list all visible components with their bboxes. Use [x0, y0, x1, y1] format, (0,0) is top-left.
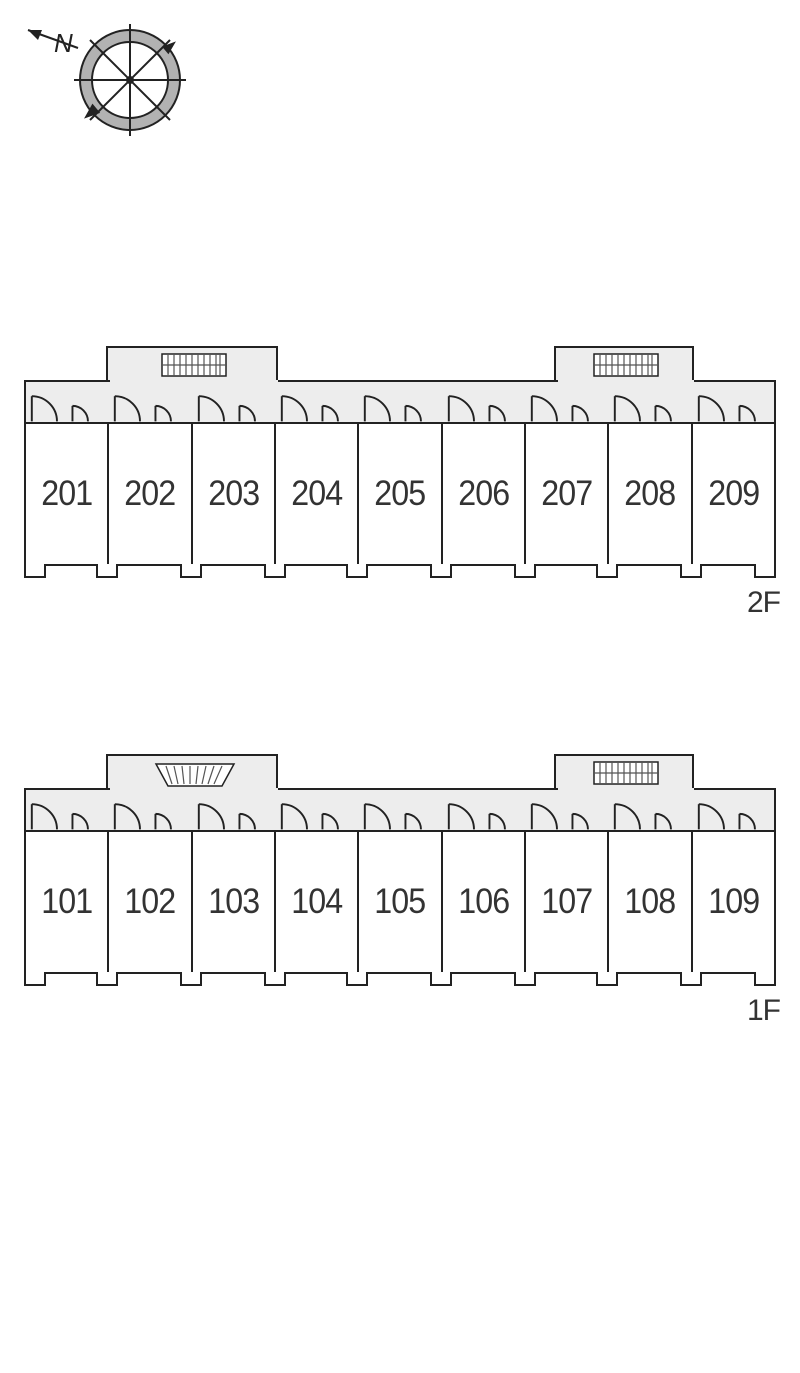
floor-1f: 101 102 103 104 105 106 107 108 — [24, 788, 776, 988]
unit-number: 107 — [541, 882, 592, 922]
unit-202: 202 — [107, 424, 190, 564]
unit-205: 205 — [357, 424, 440, 564]
floor-label-2f: 2F — [747, 586, 780, 620]
corridor-1f — [24, 788, 776, 830]
floor-label-1f: 1F — [747, 994, 780, 1028]
unit-number: 207 — [541, 474, 592, 514]
compass-icon: N — [20, 10, 190, 145]
unit-203: 203 — [191, 424, 274, 564]
unit-number: 203 — [208, 474, 259, 514]
unit-row-2f: 201 202 203 204 205 206 207 208 — [24, 422, 776, 566]
unit-102: 102 — [107, 832, 190, 972]
unit-number: 102 — [124, 882, 175, 922]
unit-number: 105 — [374, 882, 425, 922]
unit-206: 206 — [441, 424, 524, 564]
stair-bay-2f-right — [554, 346, 694, 380]
unit-number: 103 — [208, 882, 259, 922]
unit-number: 204 — [291, 474, 342, 514]
unit-number: 101 — [41, 882, 92, 922]
unit-207: 207 — [524, 424, 607, 564]
stair-bay-2f-left — [106, 346, 278, 380]
corridor-2f — [24, 380, 776, 422]
unit-number: 209 — [708, 474, 759, 514]
unit-number: 205 — [374, 474, 425, 514]
unit-number: 202 — [124, 474, 175, 514]
unit-109: 109 — [691, 832, 776, 972]
unit-108: 108 — [607, 832, 690, 972]
stair-bay-1f-left — [106, 754, 278, 788]
stair-bay-1f-right — [554, 754, 694, 788]
unit-104: 104 — [274, 832, 357, 972]
unit-209: 209 — [691, 424, 776, 564]
unit-number: 208 — [624, 474, 675, 514]
unit-number: 109 — [708, 882, 759, 922]
unit-101: 101 — [24, 832, 107, 972]
unit-number: 108 — [624, 882, 675, 922]
unit-105: 105 — [357, 832, 440, 972]
unit-103: 103 — [191, 832, 274, 972]
unit-number: 106 — [458, 882, 509, 922]
footings-1f — [24, 974, 776, 988]
unit-201: 201 — [24, 424, 107, 564]
unit-number: 104 — [291, 882, 342, 922]
unit-204: 204 — [274, 424, 357, 564]
unit-208: 208 — [607, 424, 690, 564]
unit-row-1f: 101 102 103 104 105 106 107 108 — [24, 830, 776, 974]
compass-label: N — [54, 28, 73, 58]
unit-number: 201 — [41, 474, 92, 514]
floor-2f: 201 202 203 204 205 206 207 208 — [24, 380, 776, 580]
unit-107: 107 — [524, 832, 607, 972]
footings-2f — [24, 566, 776, 580]
unit-number: 206 — [458, 474, 509, 514]
unit-106: 106 — [441, 832, 524, 972]
